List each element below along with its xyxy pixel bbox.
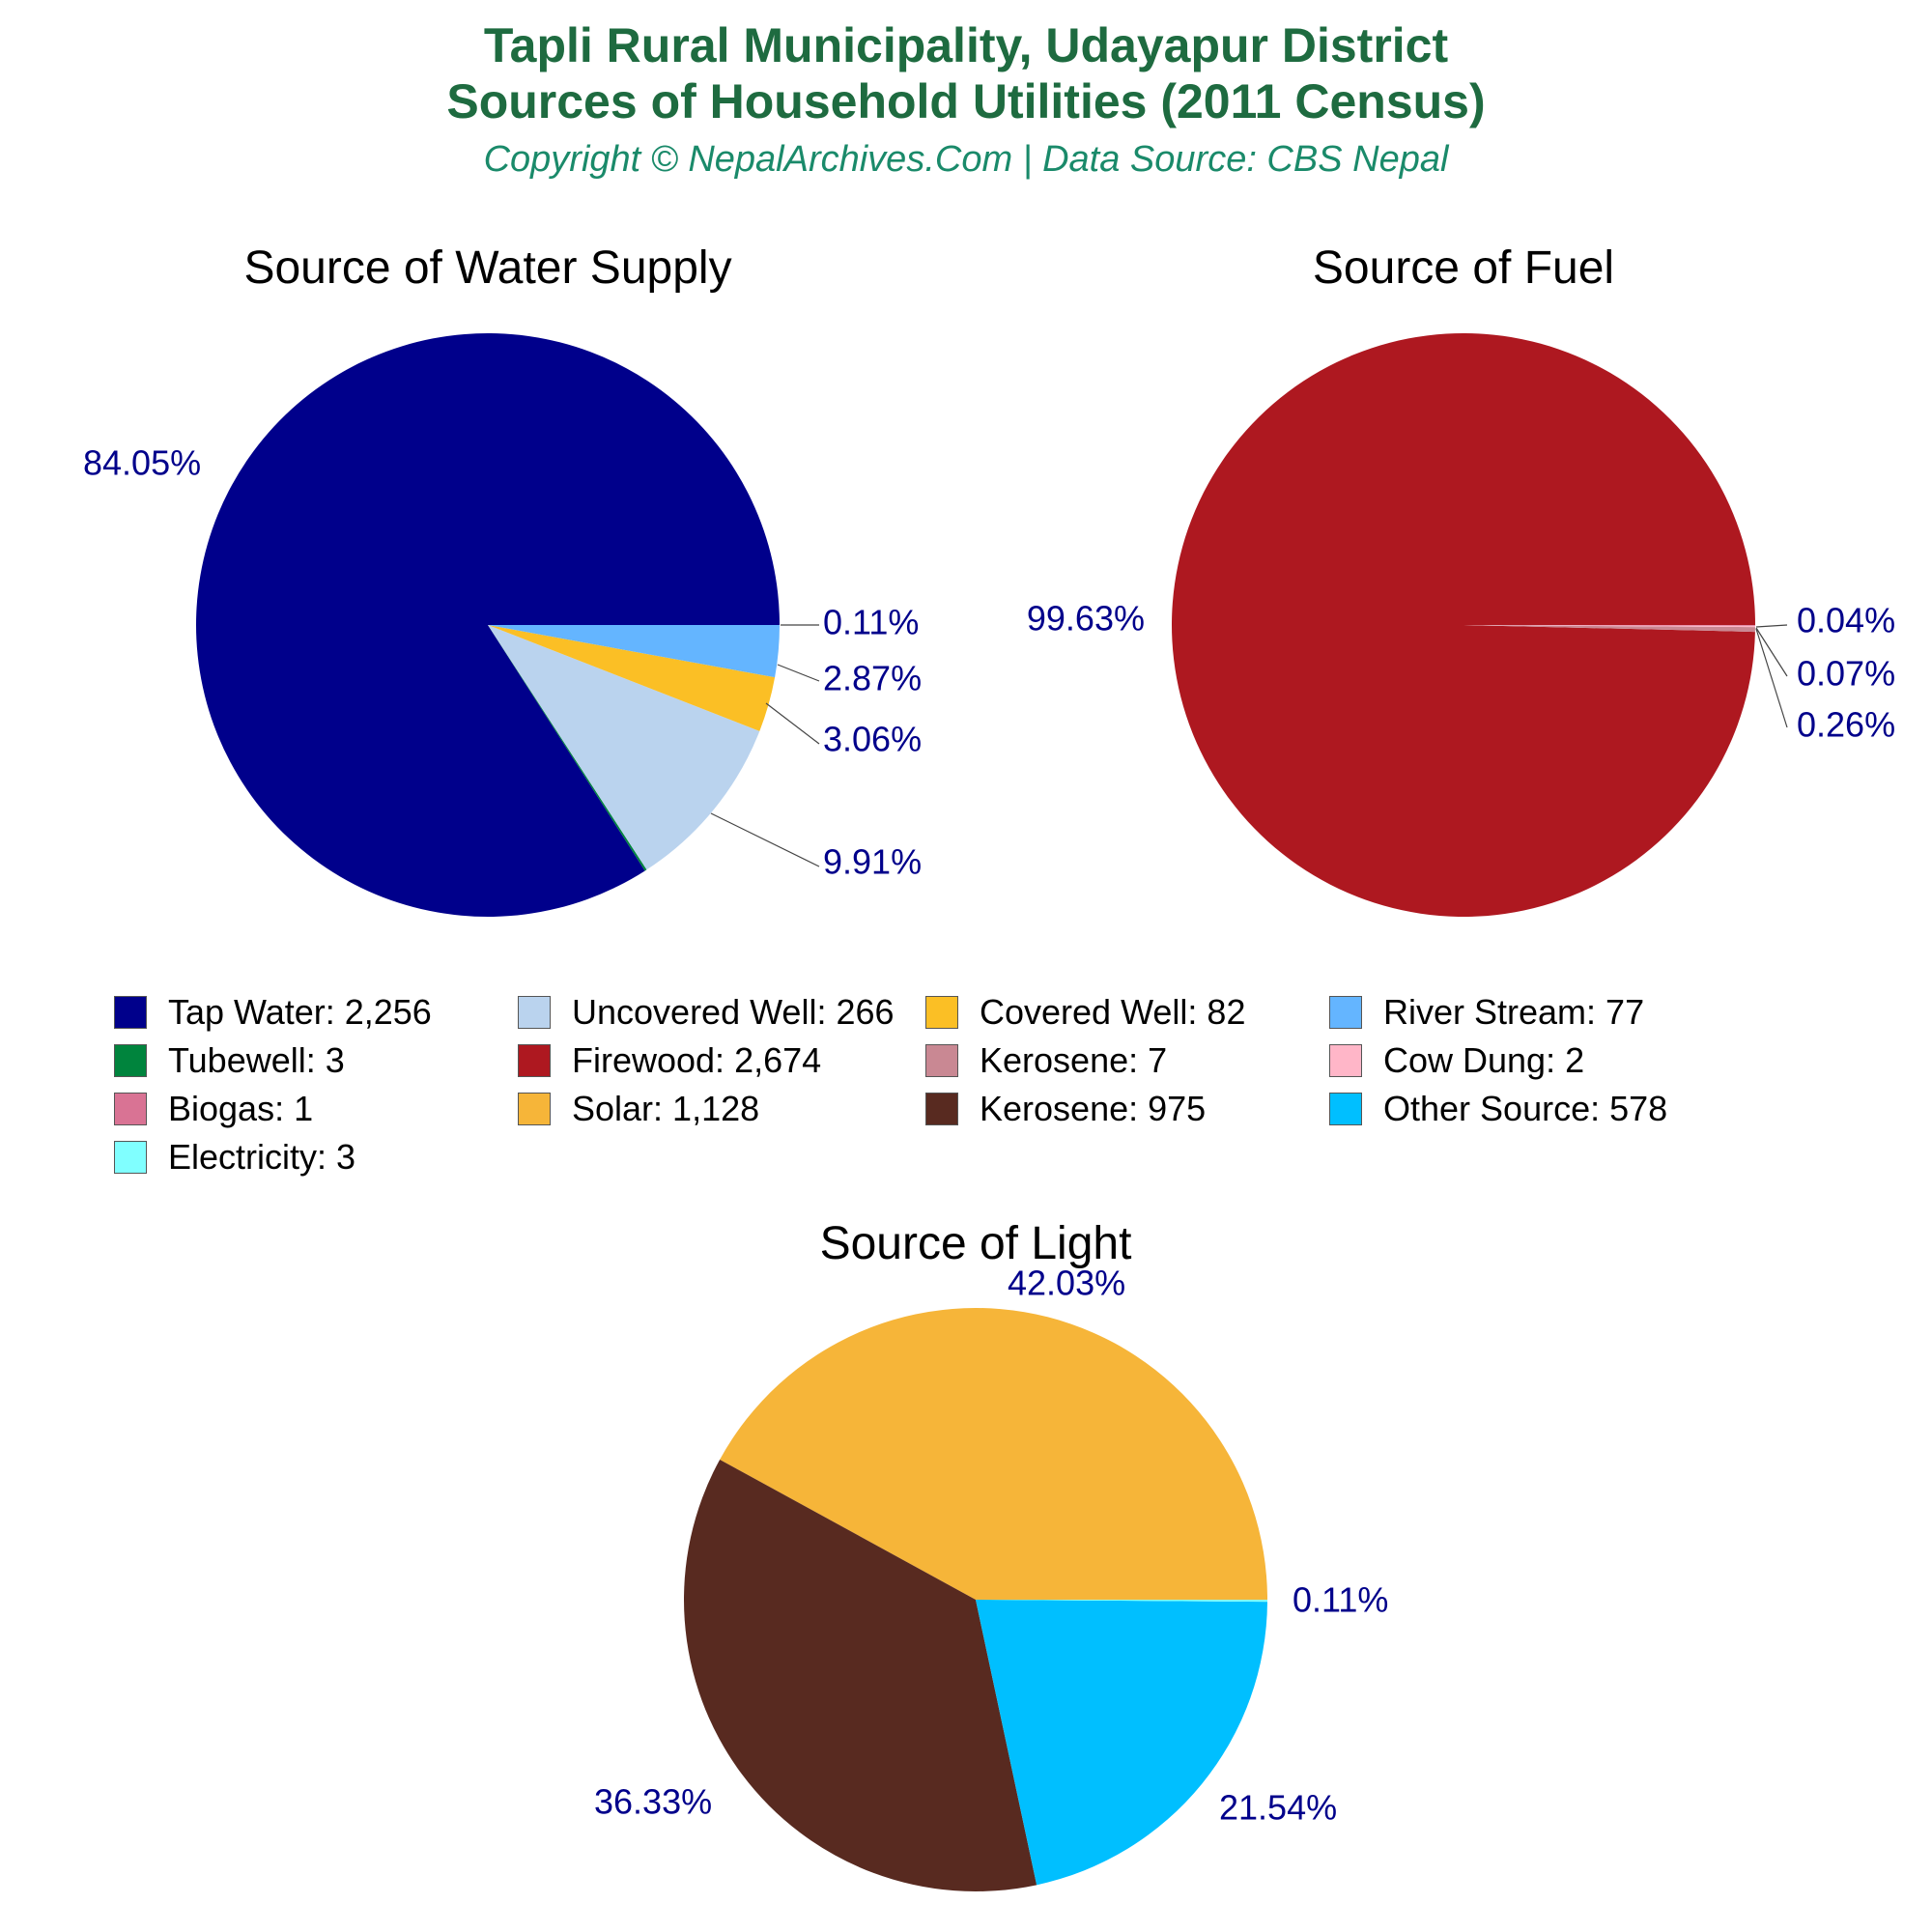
pie-slice-tubewell bbox=[488, 625, 647, 871]
legend-swatch bbox=[925, 1044, 958, 1077]
pie-chart-source-of-fuel: Source of Fuel 99.63% 0.26% 0.07% 0.04% bbox=[1027, 242, 1895, 917]
pie-slice-covered-well bbox=[488, 625, 776, 731]
legend-label: River Stream: 77 bbox=[1383, 992, 1645, 1032]
chart-title: Source of Water Supply bbox=[243, 242, 731, 294]
legend-swatch bbox=[114, 1044, 147, 1077]
leader-line bbox=[1755, 627, 1788, 677]
legend-label: Firewood: 2,674 bbox=[572, 1040, 822, 1080]
legend-swatch bbox=[1329, 996, 1362, 1029]
chart-title: Source of Fuel bbox=[1313, 242, 1614, 294]
legend-swatch bbox=[518, 1044, 551, 1077]
legend-item: Firewood: 2,674 bbox=[518, 1036, 821, 1086]
legend-swatch bbox=[518, 1093, 551, 1125]
leader-line bbox=[777, 664, 820, 682]
percent-label: 0.11% bbox=[823, 603, 919, 642]
pie-slice-cow-dung bbox=[1463, 625, 1755, 628]
percent-label: 3.06% bbox=[823, 720, 922, 759]
legend-label: Tap Water: 2,256 bbox=[168, 992, 432, 1032]
copyright-subtitle: Copyright © NepalArchives.Com | Data Sou… bbox=[483, 139, 1449, 180]
legend-swatch bbox=[1329, 1044, 1362, 1077]
percent-label: 0.26% bbox=[1797, 705, 1895, 745]
legend-item: Covered Well: 82 bbox=[925, 987, 1245, 1037]
legend-item: River Stream: 77 bbox=[1329, 987, 1644, 1037]
legend-item: Biogas: 1 bbox=[114, 1084, 313, 1134]
percent-label: 99.63% bbox=[1027, 599, 1145, 639]
legend-label: Kerosene: 975 bbox=[980, 1089, 1207, 1128]
pie-slice-solar bbox=[720, 1308, 1267, 1600]
legend-label: Solar: 1,128 bbox=[572, 1089, 760, 1128]
legend-label: Other Source: 578 bbox=[1383, 1089, 1668, 1128]
legend-label: Uncovered Well: 266 bbox=[572, 992, 895, 1032]
legend-label: Electricity: 3 bbox=[168, 1137, 356, 1177]
legend-swatch bbox=[114, 996, 147, 1029]
legend-label: Tubewell: 3 bbox=[168, 1040, 345, 1080]
legend-label: Covered Well: 82 bbox=[980, 992, 1246, 1032]
legend-label: Kerosene: 7 bbox=[980, 1040, 1168, 1080]
leader-line bbox=[1755, 628, 1788, 728]
percent-label: 42.03% bbox=[1008, 1264, 1125, 1303]
pie-chart-source-of-water-supply: Source of Water Supply 84.05% 0.11% 9.91% 3.… bbox=[83, 242, 922, 917]
legend-swatch bbox=[925, 1093, 958, 1125]
legend-swatch bbox=[518, 996, 551, 1029]
pie-slice-other-source bbox=[976, 1600, 1267, 1886]
chart-title: Source of Light bbox=[820, 1218, 1132, 1269]
legend-item: Uncovered Well: 266 bbox=[518, 987, 895, 1037]
percent-label: 0.07% bbox=[1797, 654, 1895, 694]
main-title-line-1: Tapli Rural Municipality, Udayapur Distr… bbox=[483, 18, 1449, 72]
legend-label: Cow Dung: 2 bbox=[1383, 1040, 1585, 1080]
legend-item: Cow Dung: 2 bbox=[1329, 1036, 1584, 1086]
pie-slice-firewood bbox=[1172, 332, 1755, 917]
legend-swatch bbox=[925, 996, 958, 1029]
pie-slice-kerosene bbox=[684, 1459, 1037, 1891]
legend-swatch bbox=[114, 1141, 147, 1174]
percent-label: 84.05% bbox=[83, 443, 201, 483]
legend-swatch bbox=[1329, 1093, 1362, 1125]
percent-label: 2.87% bbox=[823, 659, 922, 698]
legend-item: Kerosene: 7 bbox=[925, 1036, 1167, 1086]
legend-label: Biogas: 1 bbox=[168, 1089, 314, 1128]
percent-label: 36.33% bbox=[594, 1782, 712, 1822]
leader-line bbox=[710, 812, 820, 867]
leader-line bbox=[765, 702, 820, 745]
percent-label: 0.04% bbox=[1797, 601, 1895, 640]
leader-line bbox=[1755, 624, 1788, 628]
chart-header: Tapli Rural Municipality, Udayapur Distr… bbox=[0, 17, 1932, 184]
legend-item: Electricity: 3 bbox=[114, 1132, 355, 1182]
pie-slice-biogas bbox=[1463, 625, 1755, 626]
pie-slice-kerosene bbox=[1463, 625, 1755, 633]
percent-label: 9.91% bbox=[823, 842, 922, 882]
legend-swatch bbox=[114, 1093, 147, 1125]
percent-label: 0.11% bbox=[1293, 1580, 1388, 1620]
legend-item: Kerosene: 975 bbox=[925, 1084, 1206, 1134]
pie-slice-river-stream bbox=[488, 625, 780, 678]
legend-item: Tap Water: 2,256 bbox=[114, 987, 432, 1037]
pie-slice-electricity bbox=[976, 1600, 1267, 1603]
pie-slice-uncovered-well bbox=[488, 625, 760, 870]
main-title-line-2: Sources of Household Utilities (2011 Cen… bbox=[446, 74, 1486, 128]
legend-item: Tubewell: 3 bbox=[114, 1036, 345, 1086]
legend-item: Other Source: 578 bbox=[1329, 1084, 1667, 1134]
percent-label: 21.54% bbox=[1219, 1788, 1337, 1828]
legend-item: Solar: 1,128 bbox=[518, 1084, 759, 1134]
